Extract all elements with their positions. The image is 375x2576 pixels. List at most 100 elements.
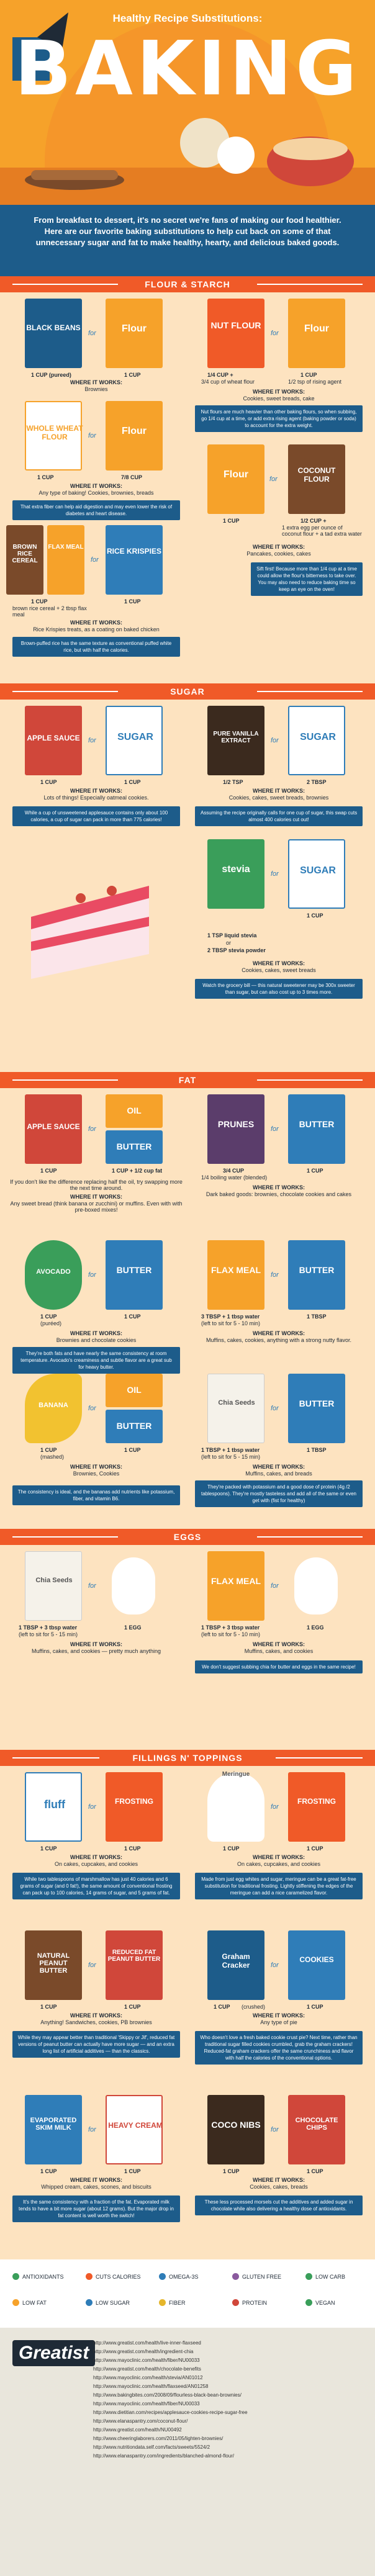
coco-nibs-bag-icon: COCO NIBS [207,2095,264,2164]
section-eggs: Chia Seeds for 1 TBSP + 3 tbsp water (le… [0,1545,375,1750]
qty-b: 1 CUP [307,2168,323,2174]
chia-seeds-icon: Chia Seeds [207,1374,264,1443]
where-it-works-label: WHERE IT WORKS: [253,1330,305,1336]
qty-b: 1 TBSP [307,1313,327,1320]
sub-flax-fat: FLAX MEAL for BUTTER 3 TBSP + 1 tbsp wat… [189,1240,369,1364]
legend-dot-icon [159,2273,166,2280]
for-word: for [88,737,96,744]
where-it-works-label: WHERE IT WORKS: [253,1641,305,1647]
tip-note: Who doesn't love a fresh baked cookie cr… [195,2031,363,2065]
source-link[interactable]: http://www.mayoclinic.com/health/fiber/N… [93,2358,200,2363]
where-it-works-value: Any sweet bread (think banana or zucchin… [10,1200,183,1213]
qty-a: 1 TSP liquid stevia [207,932,257,939]
section-band-sugar: SUGAR [0,683,375,700]
tip-note: It's the same consistency with a fractio… [12,2195,180,2222]
qty-a-detail: 3/4 cup of wheat flour [201,379,255,385]
source-link[interactable]: http://www.greatist.com/health/ingredien… [93,2349,194,2354]
source-link[interactable]: http://www.mayoclinic.com/health/stevia/… [93,2375,203,2380]
legend-label: LOW FAT [22,2300,47,2306]
for-word: for [88,432,96,439]
section-sugar: APPLE SAUCE for SUGAR 1 CUP 1 CUP WHERE … [0,700,375,1072]
for-word: for [88,1271,96,1279]
section-band-fillings: FILLINGS N' TOPPINGS [0,1750,375,1766]
source-link[interactable]: http://www.dietitian.com/recipes/applesa… [93,2410,248,2415]
qty-b: 1 CUP [307,1168,323,1174]
for-word: for [271,1405,279,1412]
section-band-eggs: EGGS [0,1529,375,1545]
tip-note: These less processed morsels cut the add… [195,2195,363,2215]
where-it-works-value: Lots of things! Especially oatmeal cooki… [43,795,149,801]
source-link[interactable]: http://www.elanaspantry.com/coconut-flou… [93,2418,188,2424]
sub-meringue: Meringue for FROSTING 1 CUP 1 CUP WHERE … [189,1771,369,1927]
where-it-works-label: WHERE IT WORKS: [70,379,122,385]
for-word: for [88,1803,96,1811]
for-word: for [88,1125,96,1133]
qty-a: 1 TBSP + 3 tbsp water [201,1624,260,1631]
where-it-works-label: WHERE IT WORKS: [70,1194,122,1200]
where-it-works-label: WHERE IT WORKS: [70,1464,122,1470]
where-it-works-label: WHERE IT WORKS: [253,544,305,550]
where-it-works-label: WHERE IT WORKS: [70,2012,122,2019]
cookies-box-icon: COOKIES [288,1930,345,2000]
section-fillings: fluff for FROSTING 1 CUP 1 CUP WHERE IT … [0,1766,375,2259]
applesauce-jar-icon: APPLE SAUCE [25,706,82,775]
source-link[interactable]: http://www.nutritiondata.self.com/facts/… [93,2444,210,2450]
for-word: for [271,2126,279,2133]
source-link[interactable]: http://www.greatist.com/health/NU00492 [93,2427,182,2433]
sub-vanilla: PURE VANILLA EXTRACT for SUGAR 1/2 TSP 2… [189,706,369,830]
oil-bottle-icon: OIL [106,1374,163,1407]
intro-text: From breakfast to dessert, it's no secre… [0,205,375,276]
tip-note: Nut flours are much heavier than other b… [195,405,363,432]
legend-label: PROTEIN [242,2300,268,2306]
tip-note: Assuming the recipe originally calls for… [195,806,363,826]
where-it-works-value: Cookies, sweet breads, cake [243,395,315,402]
baking-illustration [0,12,375,205]
sub-avocado: AVOCADO for BUTTER 1 CUP (puréed) 1 CUP … [6,1240,186,1374]
qty-a-detail: (crushed) [242,2004,266,2010]
sub-prunes: PRUNES for BUTTER 3/4 CUP 1/4 boiling wa… [189,1094,369,1231]
source-link[interactable]: http://www.greatist.com/health/live-inne… [93,2340,201,2346]
source-link[interactable]: http://www.mayoclinic.com/health/fiber/N… [93,2401,200,2407]
qty-a-detail: (puréed) [40,1320,62,1326]
source-link[interactable]: http://www.mayoclinic.com/health/flaxsee… [93,2384,209,2389]
heavy-cream-carton-icon: HEAVY CREAM [106,2095,163,2164]
footer: Greatist http://www.greatist.com/health/… [0,2328,375,2576]
where-it-works-value: Dark baked goods: brownies, chocolate co… [206,1191,352,1197]
qty-b: 2 TBSP [307,779,327,785]
graham-cracker-box-icon: Graham Cracker [207,1930,264,2000]
qty-a-detail: 1/4 boiling water (blended) [201,1174,268,1181]
where-it-works-value: Muffins, cakes, and cookies — pretty muc… [32,1648,161,1654]
tip-note: That extra fiber can help aid digestion … [12,500,180,520]
qty-b: 1 EGG [307,1624,324,1631]
where-it-works-value: Muffins, cakes, and cookies [244,1648,314,1654]
banana-icon: BANANA [25,1374,82,1443]
section-band-fat: FAT [0,1072,375,1088]
butter-icon: BUTTER [288,1374,345,1443]
source-link[interactable]: http://www.bakingbites.com/2008/09/flour… [93,2392,242,2398]
qty-b: 1 CUP [124,2168,141,2174]
coconut-flour-icon: COCONUT FLOUR [288,444,345,514]
tip-note: Sift first! Because more than 1/4 cup at… [251,562,363,596]
sub-brown-rice: BROWN RICE CEREAL FLAX MEAL for RICE KRI… [6,525,186,657]
qty-a: 1/2 TSP [223,779,243,785]
prunes-icon: PRUNES [207,1094,264,1164]
tip-note: While they may appear better than tradit… [12,2031,180,2058]
qty-a: 1 CUP (pureed) [31,372,71,378]
qty-b: 1 EGG [124,1624,142,1631]
chia-seeds-icon: Chia Seeds [25,1551,82,1621]
for-word: for [271,1803,279,1811]
sugar-bag-icon: SUGAR [288,839,345,909]
where-it-works-label: WHERE IT WORKS: [253,2012,305,2019]
source-link[interactable]: http://www.cheeringlaborers.com/2011/05/… [93,2436,224,2441]
qty-a-detail: (mashed) [40,1454,65,1460]
source-link[interactable]: http://www.elanaspantry.com/ingredients/… [93,2453,235,2459]
source-link[interactable]: http://www.greatist.com/health/chocolate… [93,2366,201,2372]
qty-a-detail: (left to sit for 5 - 15 min) [19,1631,78,1637]
qty-b: 1 CUP [124,598,141,605]
header-title: BAKING [14,26,361,112]
where-it-works-value: Rice Krispies treats, as a coating on ba… [33,626,160,633]
legend-label: ANTIOXIDANTS [22,2274,64,2280]
where-it-works-label: WHERE IT WORKS: [253,389,305,395]
qty-a: 1 TBSP + 3 tbsp water [19,1624,78,1631]
nut-flour-icon: NUT FLOUR [207,299,264,368]
